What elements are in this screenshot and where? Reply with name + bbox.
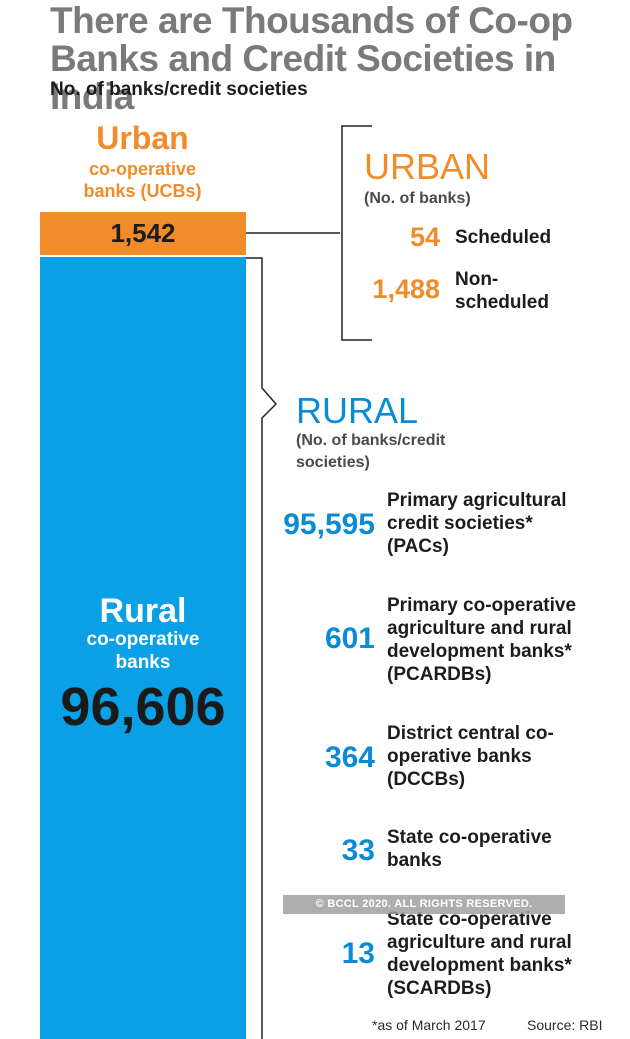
rural-bar-subtitle: co-operative banks (40, 628, 246, 674)
urban-bar-subtitle: co-operative banks (UCBs) (40, 158, 245, 202)
urban-item-label: Non-scheduled (455, 269, 549, 313)
rural-item-value: 601 (324, 622, 375, 655)
rural-item-value: 364 (324, 741, 375, 774)
urban-breakdown-heading: URBAN (364, 146, 491, 187)
rural-item-label: State co-operative banks (387, 827, 552, 871)
page-subtitle: No. of banks/credit societies (50, 79, 308, 100)
rural-bar-subtitle-text: co-operative banks (86, 629, 200, 673)
urban-bar-value: 1,542 (110, 218, 176, 248)
urban-bracket (341, 125, 372, 341)
rural-item-value: 33 (341, 834, 375, 867)
urban-item-label: Scheduled (455, 227, 552, 248)
rural-item-value: 95,595 (283, 508, 375, 541)
rural-item-label: Primary agricultural credit societies* (… (387, 490, 567, 557)
urban-item-value: 54 (409, 222, 440, 252)
rural-breakdown-note: (No. of banks/credit societies) (296, 432, 446, 471)
copyright-watermark: © BCCL 2020. ALL RIGHTS RESERVED. (283, 895, 565, 914)
rural-breakdown-heading: RURAL (296, 390, 419, 431)
rural-bracket (246, 257, 278, 1039)
rural-item-value: 13 (341, 937, 375, 970)
rural-bar (40, 257, 246, 1039)
footnote: *as of March 2017 (372, 1017, 486, 1033)
rural-item-label: State co-operative agriculture and rural… (387, 909, 572, 999)
page-title: There are Thousands of Co-op Banks and C… (50, 0, 573, 117)
urban-breakdown-note: (No. of banks) (364, 190, 471, 207)
urban-bar: 1,542 (40, 212, 246, 255)
rural-bar-value: 96,606 (60, 677, 226, 737)
source-note: Source: RBI (527, 1017, 603, 1033)
rural-bar-title: Rural (99, 592, 187, 630)
rural-item-label: Primary co-operative agriculture and rur… (387, 595, 577, 685)
urban-bar-subtitle-text: co-operative banks (UCBs) (83, 159, 202, 201)
urban-item-value: 1,488 (372, 274, 440, 304)
rural-item-label: District central co-operative banks (DCC… (387, 723, 554, 790)
urban-bar-title: Urban (96, 120, 189, 156)
